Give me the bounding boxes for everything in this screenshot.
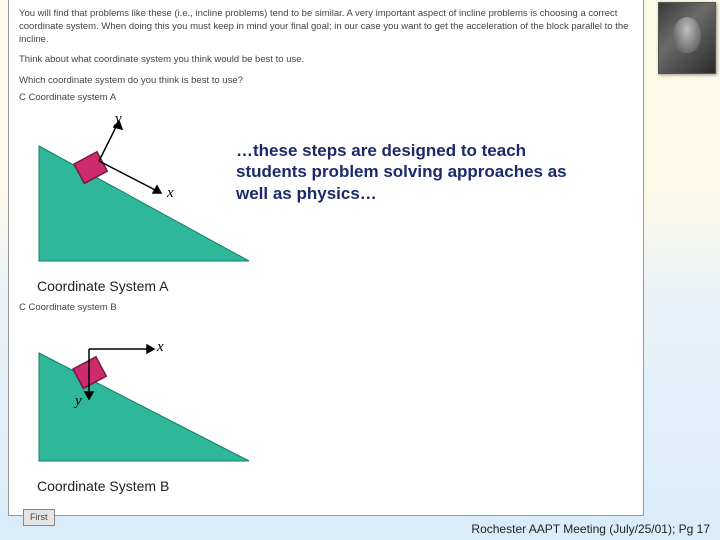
radio-option-b[interactable]: C Coordinate system B (19, 302, 633, 315)
axis-b-y-label: y (75, 391, 82, 411)
instruction-para1: You will find that problems like these (… (19, 8, 633, 46)
next-button[interactable]: First (23, 509, 55, 525)
footer-text: Rochester AAPT Meeting (July/25/01); Pg … (471, 522, 710, 536)
overlay-commentary: …these steps are designed to teach stude… (236, 140, 576, 204)
diagram-b: x y (19, 321, 619, 471)
radio-option-a[interactable]: C Coordinate system A (19, 92, 633, 105)
portrait-thumbnail (658, 2, 716, 74)
axis-a-x-label: x (167, 183, 174, 203)
incline-a (39, 146, 249, 261)
slide-root: You will find that problems like these (… (0, 0, 720, 540)
caption-b: Coordinate System B (37, 477, 633, 496)
content-frame: You will find that problems like these (… (8, 0, 644, 516)
axis-b-x-label: x (157, 337, 164, 357)
instruction-para2: Think about what coordinate system you t… (19, 54, 633, 67)
incline-b (39, 353, 249, 461)
instruction-question: Which coordinate system do you think is … (19, 75, 633, 88)
axes-a (99, 121, 161, 193)
axis-a-y-label: y (115, 109, 122, 129)
diagram-b-svg (19, 321, 279, 471)
caption-a: Coordinate System A (37, 277, 633, 296)
